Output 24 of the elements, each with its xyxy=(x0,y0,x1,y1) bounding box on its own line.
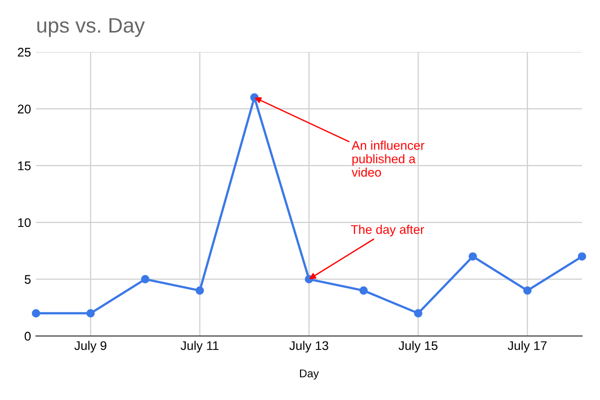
y-tick-label: 5 xyxy=(24,275,31,284)
y-tick-label: 25 xyxy=(18,48,31,57)
y-tick-label: 20 xyxy=(18,104,31,114)
annotation: An influencer published a video xyxy=(352,140,424,177)
point xyxy=(578,252,586,261)
point xyxy=(86,309,95,318)
y-tick-label: 15 xyxy=(18,162,31,170)
chart-title: ups vs. Day xyxy=(37,18,145,37)
x-tick-label: July 17 xyxy=(508,340,547,353)
y-tick-label: 10 xyxy=(18,218,31,228)
x-axis-title: Day xyxy=(300,370,319,380)
annotation: The day after xyxy=(350,224,424,236)
point xyxy=(414,309,422,318)
point xyxy=(468,252,477,261)
point xyxy=(523,286,532,295)
point xyxy=(32,309,40,318)
x-tick-label: July 13 xyxy=(289,340,328,353)
point xyxy=(359,286,368,295)
point xyxy=(141,275,150,284)
x-tick-label: July 9 xyxy=(74,340,106,353)
x-tick-label: July 11 xyxy=(180,340,219,353)
point xyxy=(196,286,204,295)
y-tick-label: 0 xyxy=(24,332,31,341)
x-tick-label: July 15 xyxy=(398,340,438,353)
